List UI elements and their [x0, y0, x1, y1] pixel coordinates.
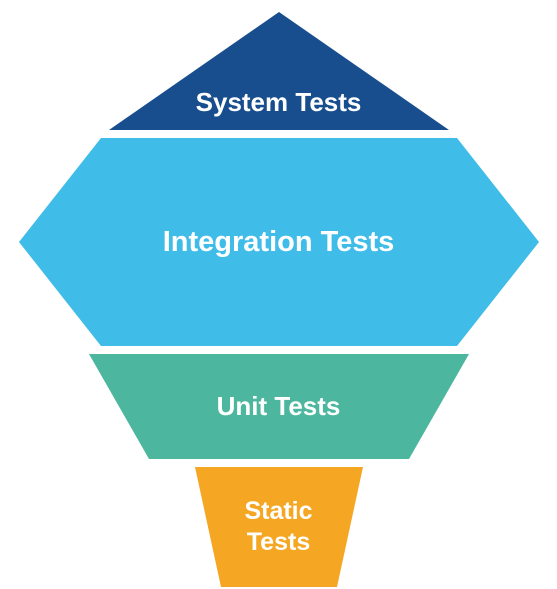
label-static-tests: StaticTests — [244, 496, 312, 559]
label-system-tests: System Tests — [196, 86, 362, 119]
layer-unit-tests: Unit Tests — [19, 354, 539, 459]
layer-static-tests: StaticTests — [19, 467, 539, 587]
layer-integration-tests: Integration Tests — [19, 138, 539, 346]
label-unit-tests: Unit Tests — [217, 390, 341, 423]
layer-system-tests: System Tests — [19, 12, 539, 130]
testing-trophy-diagram: System Tests Integration Tests Unit Test… — [19, 12, 539, 587]
label-integration-tests: Integration Tests — [163, 224, 395, 260]
